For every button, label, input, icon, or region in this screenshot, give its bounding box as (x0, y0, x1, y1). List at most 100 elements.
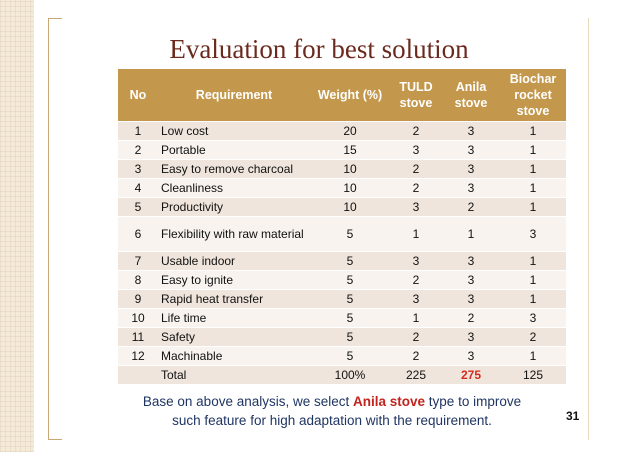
cell-biochar: 1 (500, 140, 566, 160)
cell-biochar: 1 (500, 121, 566, 141)
cell-tuld: 1 (390, 308, 442, 328)
table-row: 3 Easy to remove charcoal 10 2 3 1 (118, 159, 566, 179)
cell-weight: 5 (310, 216, 390, 252)
cell-tuld: 3 (390, 289, 442, 309)
cell-weight: 5 (310, 308, 390, 328)
cell-anila: 3 (442, 270, 500, 290)
cell-weight: 5 (310, 327, 390, 347)
cell-tuld: 3 (390, 197, 442, 217)
cell-requirement: Portable (158, 140, 310, 160)
column-header-biochar: Biochar rocket stove (500, 69, 566, 122)
cell-tuld: 2 (390, 178, 442, 198)
cell-anila: 3 (442, 178, 500, 198)
cell-biochar: 1 (500, 251, 566, 271)
evaluation-table: No Requirement Weight (%) TULD stove Anila s… (118, 69, 566, 385)
cell-requirement: Easy to ignite (158, 270, 310, 290)
cell-tuld: 2 (390, 159, 442, 179)
cell-requirement: Low cost (158, 121, 310, 141)
cell-biochar: 3 (500, 308, 566, 328)
cell-no: 1 (118, 121, 158, 141)
table-body: 1 Low cost 20 2 3 1 2 Portable 15 3 3 1 3 Easy to rem… (118, 121, 566, 385)
cell-no: 10 (118, 308, 158, 328)
cell-tuld: 3 (390, 251, 442, 271)
note-selected-stove: Anila stove (353, 394, 426, 409)
cell-no: 7 (118, 251, 158, 271)
cell-tuld: 2 (390, 121, 442, 141)
cell-tuld: 2 (390, 270, 442, 290)
cell-tuld: 225 (390, 365, 442, 385)
cell-no: 11 (118, 327, 158, 347)
frame-left-line (48, 18, 49, 440)
cell-no: 6 (118, 216, 158, 252)
frame-bottom-tick (48, 439, 62, 440)
cell-anila: 3 (442, 159, 500, 179)
cell-requirement: Cleanliness (158, 178, 310, 198)
cell-weight: 10 (310, 197, 390, 217)
cell-weight: 5 (310, 270, 390, 290)
table-row: 6 Flexibility with raw material 5 1 1 3 (118, 216, 566, 252)
cell-weight: 5 (310, 289, 390, 309)
table-row: 4 Cleanliness 10 2 3 1 (118, 178, 566, 198)
cell-no: 8 (118, 270, 158, 290)
cell-weight: 10 (310, 178, 390, 198)
cell-biochar: 3 (500, 216, 566, 252)
cell-requirement: Usable indoor (158, 251, 310, 271)
cell-requirement: Flexibility with raw material (158, 216, 310, 252)
column-header-anila: Anila stove (442, 69, 500, 122)
cell-anila: 3 (442, 346, 500, 366)
column-header-requirement: Requirement (158, 69, 310, 122)
page-number: 31 (566, 409, 580, 423)
cell-requirement: Safety (158, 327, 310, 347)
cell-weight: 5 (310, 346, 390, 366)
table-row: 1 Low cost 20 2 3 1 (118, 121, 566, 141)
table-row: 12 Machinable 5 2 3 1 (118, 346, 566, 366)
cell-weight: 20 (310, 121, 390, 141)
table-row: 8 Easy to ignite 5 2 3 1 (118, 270, 566, 290)
cell-anila: 3 (442, 289, 500, 309)
cell-weight: 5 (310, 251, 390, 271)
table-header-row: No Requirement Weight (%) TULD stove Anila s… (118, 69, 566, 122)
cell-weight: 10 (310, 159, 390, 179)
note-text-after: type to improve such feature for high ad… (172, 394, 522, 428)
table-row: 10 Life time 5 1 2 3 (118, 308, 566, 328)
table-row: 2 Portable 15 3 3 1 (118, 140, 566, 160)
cell-biochar: 1 (500, 346, 566, 366)
cell-anila: 1 (442, 216, 500, 252)
cell-anila: 3 (442, 251, 500, 271)
note-text-before: Base on above analysis, we select (142, 394, 354, 409)
cell-no (118, 365, 158, 385)
cell-no: 4 (118, 178, 158, 198)
cell-weight: 100% (310, 365, 390, 385)
cell-requirement: Rapid heat transfer (158, 289, 310, 309)
table-row: 7 Usable indoor 5 3 3 1 (118, 251, 566, 271)
cell-requirement: Easy to remove charcoal (158, 159, 310, 179)
cell-no: 9 (118, 289, 158, 309)
cell-biochar: 1 (500, 289, 566, 309)
cell-biochar: 2 (500, 327, 566, 347)
slide-title: Evaluation for best solution (169, 34, 469, 64)
cell-no: 2 (118, 140, 158, 160)
frame-right-line (588, 18, 589, 440)
cell-anila: 3 (442, 327, 500, 347)
cell-anila: 3 (442, 140, 500, 160)
cell-weight: 15 (310, 140, 390, 160)
table-row: 9 Rapid heat transfer 5 3 3 1 (118, 289, 566, 309)
cell-biochar: 1 (500, 178, 566, 198)
cell-anila: 2 (442, 308, 500, 328)
column-header-weight: Weight (%) (310, 69, 390, 122)
cell-tuld: 2 (390, 346, 442, 366)
cell-anila: 275 (442, 365, 500, 385)
cell-biochar: 1 (500, 270, 566, 290)
column-header-no: No (118, 69, 158, 122)
table-row: 5 Productivity 10 3 2 1 (118, 197, 566, 217)
cell-anila: 2 (442, 197, 500, 217)
cell-tuld: 3 (390, 140, 442, 160)
cell-tuld: 2 (390, 327, 442, 347)
cell-tuld: 1 (390, 216, 442, 252)
column-header-tuld: TULD stove (390, 69, 442, 122)
cell-biochar: 125 (500, 365, 566, 385)
cell-requirement: Life time (158, 308, 310, 328)
cell-anila: 3 (442, 121, 500, 141)
cell-biochar: 1 (500, 159, 566, 179)
